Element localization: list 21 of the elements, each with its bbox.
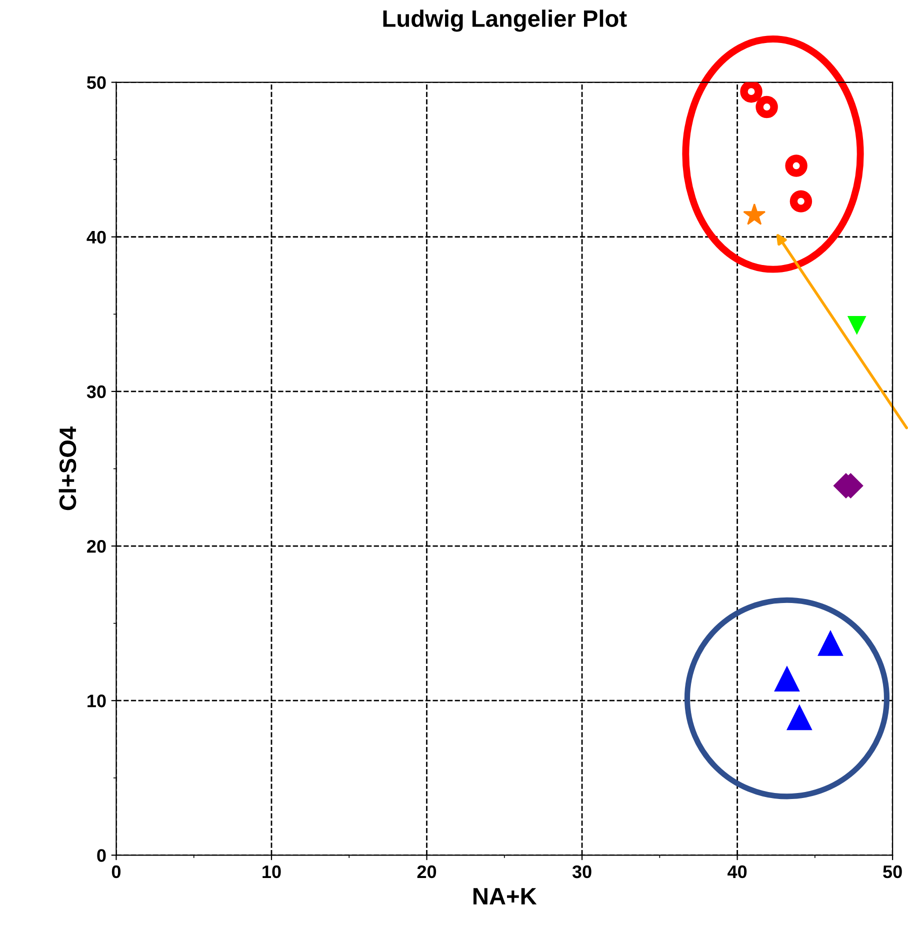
point bbox=[743, 203, 766, 225]
chart-title: Ludwig Langelier Plot bbox=[383, 10, 627, 32]
point bbox=[774, 666, 800, 692]
point bbox=[848, 316, 866, 334]
y-tick-label: 30 bbox=[86, 385, 106, 398]
x-tick-label: 10 bbox=[262, 865, 281, 878]
y-tick-label: 40 bbox=[86, 230, 106, 244]
x-axis-title: NA+K bbox=[474, 888, 537, 904]
y-tick-label: 0 bbox=[97, 849, 106, 862]
x-tick-label: 30 bbox=[572, 865, 592, 878]
y-tick-label: 10 bbox=[88, 694, 106, 708]
point bbox=[786, 705, 812, 730]
y-axis-title: Cl+SO4 bbox=[58, 426, 76, 510]
y-tick-label: 50 bbox=[86, 76, 106, 90]
point bbox=[818, 630, 843, 656]
x-tick-label: 20 bbox=[417, 865, 436, 878]
x-tick-label: 0 bbox=[112, 865, 121, 878]
x-tick-label: 50 bbox=[883, 865, 902, 878]
point bbox=[740, 82, 762, 103]
x-tick-label: 40 bbox=[728, 865, 747, 878]
y-tick-label: 20 bbox=[87, 540, 106, 553]
